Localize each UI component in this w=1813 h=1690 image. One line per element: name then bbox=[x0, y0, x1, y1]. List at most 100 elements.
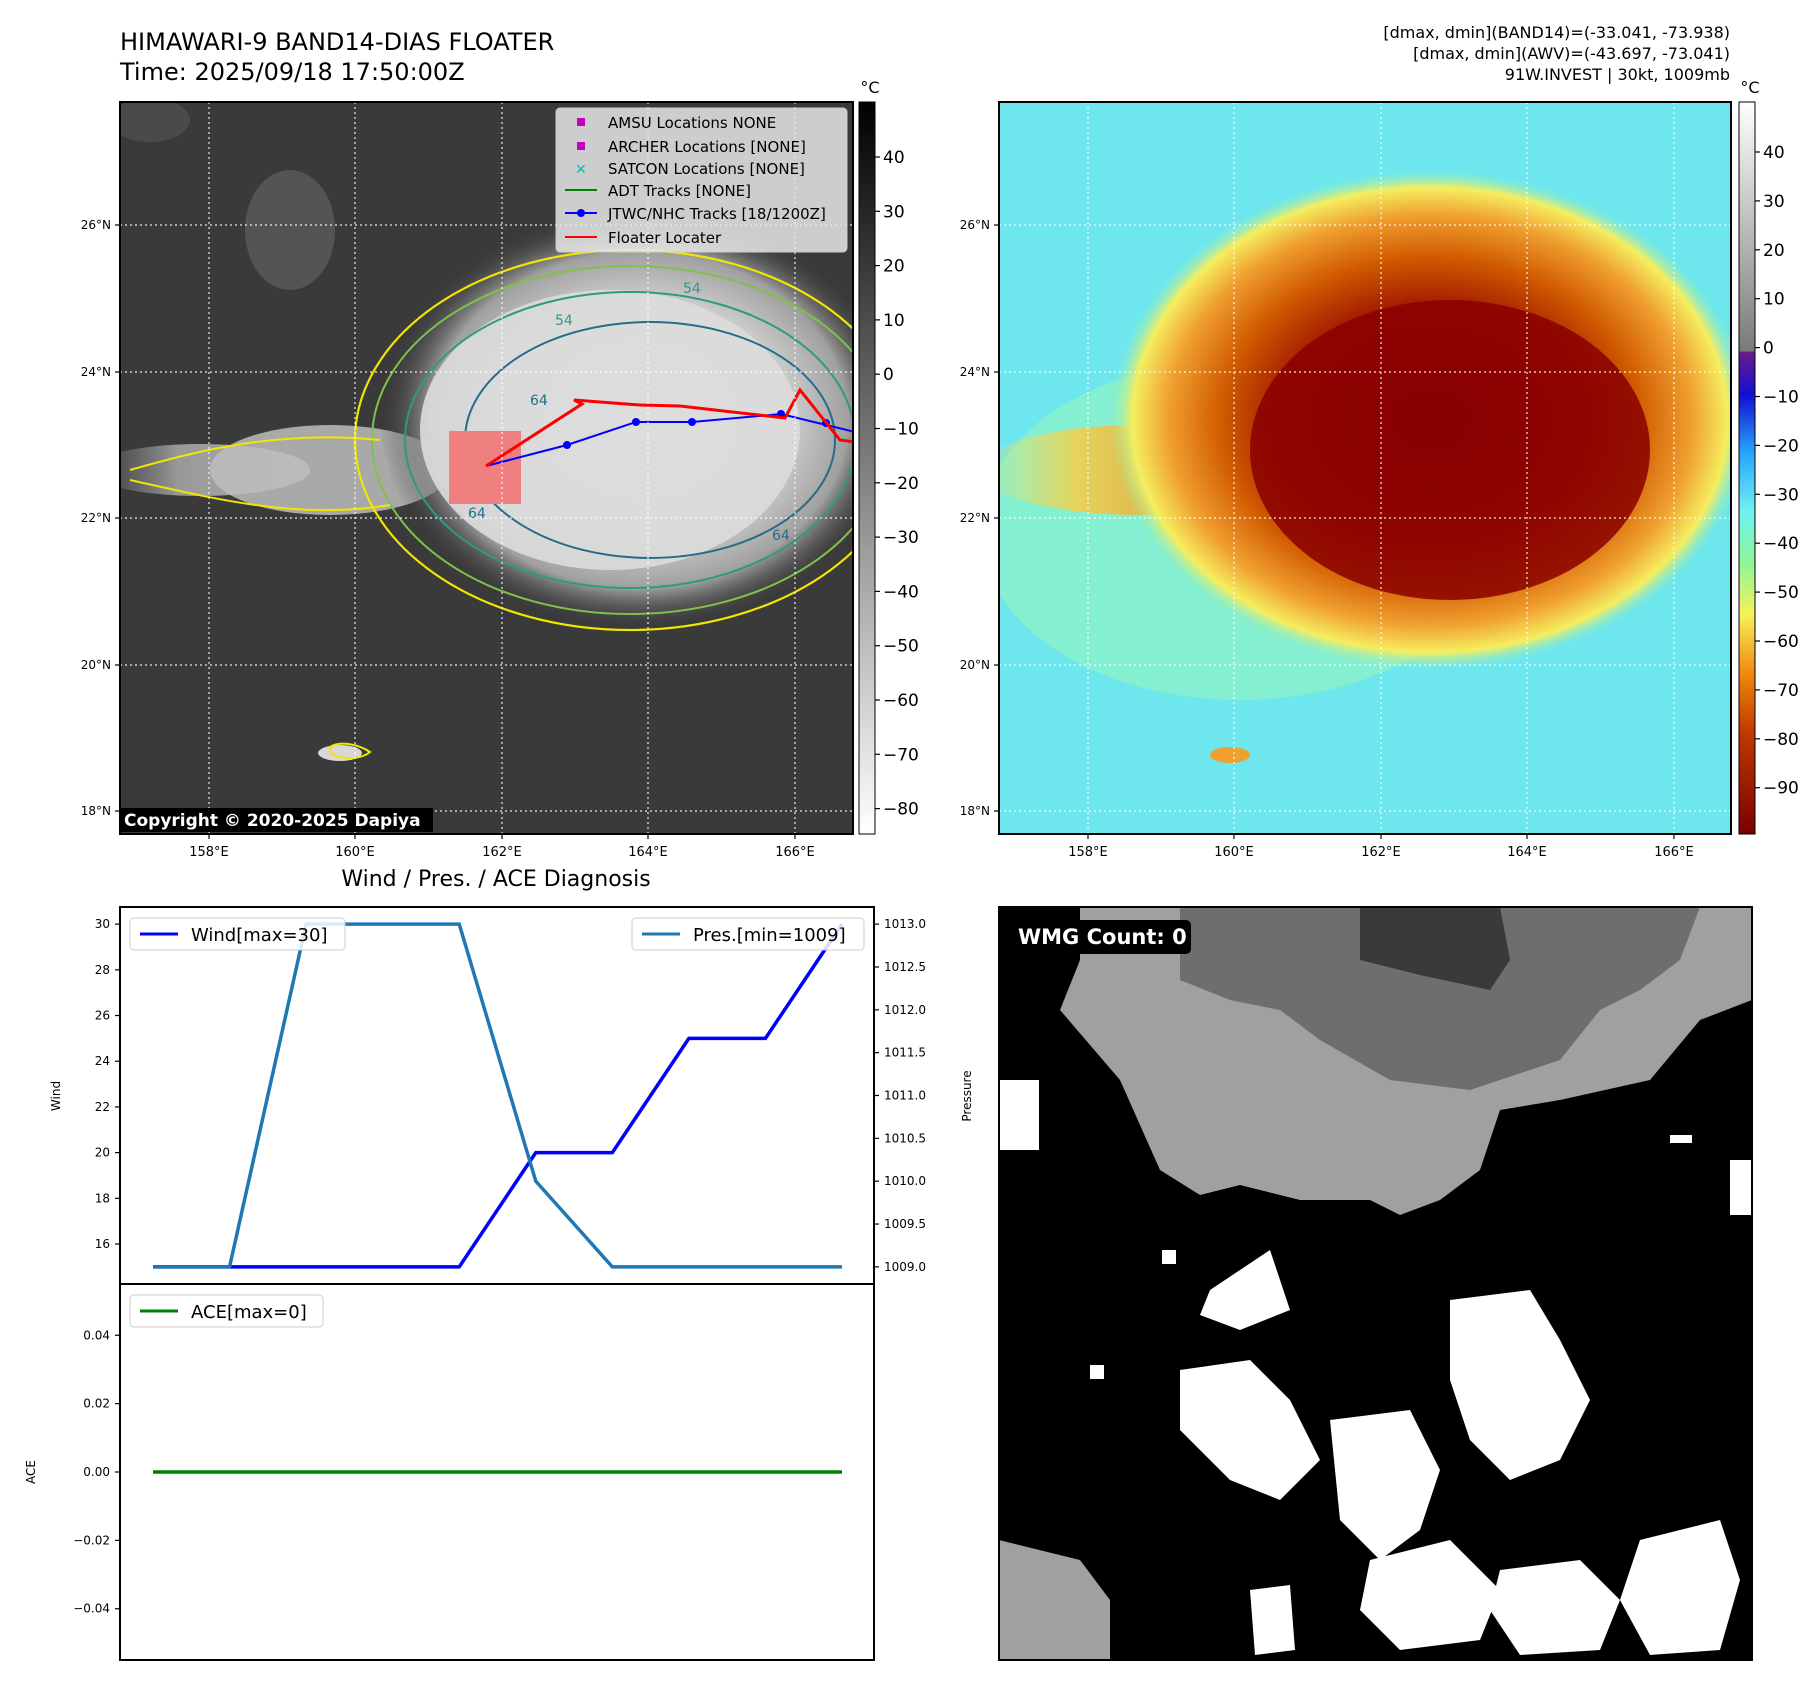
jtwc-track-point bbox=[688, 418, 696, 426]
cbar-color-tick-label: −10 bbox=[1763, 388, 1799, 408]
legend-satcon: SATCON Locations [NONE] bbox=[608, 160, 805, 178]
ace-legend-label: ACE[max=0] bbox=[191, 1302, 307, 1323]
diagnosis-title: Wind / Pres. / ACE Diagnosis bbox=[341, 867, 650, 892]
cbar-gray-tick-label: −80 bbox=[883, 800, 919, 820]
cbar-gray-tick-label: −60 bbox=[883, 691, 919, 711]
cbar-color-tick-label: 10 bbox=[1763, 290, 1785, 310]
wind-axis-label: Wind bbox=[49, 1081, 63, 1111]
wind-series-line bbox=[153, 923, 844, 1269]
cbar-gray-tick-label: 20 bbox=[883, 257, 905, 277]
figure-time: Time: 2025/09/18 17:50:00Z bbox=[119, 58, 465, 86]
wind-legend-label: Wind[max=30] bbox=[191, 925, 328, 946]
wind-tick-label: 18 bbox=[95, 1191, 110, 1205]
pressure-tick-label: 1012.5 bbox=[884, 960, 926, 974]
pressure-legend-label: Pres.[min=1009] bbox=[693, 925, 846, 946]
colorbar-gray: °C 40 30 20 10 0 −10 −20 −30 −40 −50 −60 −70 −80 bbox=[858, 78, 919, 835]
pressure-tick-label: 1010.0 bbox=[884, 1174, 926, 1188]
map-legend: AMSU Locations NONE ARCHER Locations [NO… bbox=[555, 107, 848, 253]
ace-tick-label: −0.04 bbox=[73, 1602, 110, 1616]
colorbar-gray-unit: °C bbox=[860, 78, 879, 97]
wind-tick-label: 16 bbox=[95, 1237, 110, 1251]
ace-tick-label: 0.02 bbox=[83, 1397, 110, 1411]
map2-lat-label: 24°N bbox=[960, 365, 990, 379]
map2-lat-label: 20°N bbox=[960, 658, 990, 672]
cbar-gray-tick-label: −20 bbox=[883, 474, 919, 494]
colorbar-color: °C 40 30 20 10 0 −10 −20 −30 −40 −50 −60 −70 −80 −90 bbox=[1738, 78, 1799, 835]
map1-lat-label: 24°N bbox=[81, 365, 111, 379]
map1-lon-label: 158°E bbox=[189, 845, 229, 860]
cbar-gray-tick-label: 10 bbox=[883, 311, 905, 331]
map2-lat-label: 22°N bbox=[960, 511, 990, 525]
map1-lat-label: 26°N bbox=[81, 218, 111, 232]
map2-lon-label: 158°E bbox=[1068, 845, 1108, 860]
cbar-gray-tick-label: −30 bbox=[883, 528, 919, 548]
cbar-color-tick-label: −80 bbox=[1763, 730, 1799, 750]
figure-title: HIMAWARI-9 BAND14-DIAS FLOATER bbox=[120, 28, 554, 56]
cbar-color-tick-label: −20 bbox=[1763, 436, 1799, 456]
map1-lat-label: 18°N bbox=[81, 804, 111, 818]
map2-lon-label: 160°E bbox=[1214, 845, 1254, 860]
ace-tick-label: 0.00 bbox=[83, 1465, 110, 1479]
ace-tick-label: 0.04 bbox=[83, 1328, 110, 1342]
cbar-color-tick-label: 20 bbox=[1763, 241, 1785, 261]
cbar-gray-tick-label: −40 bbox=[883, 582, 919, 602]
contour-label-54-b: 54 bbox=[555, 313, 573, 329]
ir-color-map: 158°E 160°E 162°E 164°E 166°E 26°N 24°N 22°N 20°… bbox=[960, 101, 1732, 860]
pressure-tick-label: 1011.0 bbox=[884, 1089, 926, 1103]
map2-lat-label: 18°N bbox=[960, 804, 990, 818]
cbar-color-tick-label: −90 bbox=[1763, 779, 1799, 799]
cbar-gray-tick-label: −10 bbox=[883, 420, 919, 440]
pressure-tick-label: 1012.0 bbox=[884, 1003, 926, 1017]
legend-floater: Floater Locater bbox=[608, 229, 722, 247]
stats-band14: [dmax, dmin](BAND14)=(-33.041, -73.938) bbox=[1383, 23, 1730, 42]
map2-lon-label: 164°E bbox=[1507, 845, 1547, 860]
cbar-gray-tick-label: −50 bbox=[883, 637, 919, 657]
legend-archer: ARCHER Locations [NONE] bbox=[608, 138, 806, 156]
pressure-legend: Pres.[min=1009] bbox=[631, 917, 865, 951]
map2-lat-label: 26°N bbox=[960, 218, 990, 232]
wind-pressure-chart: Wind Pressure 16 18 20 22 24 26 28 30 1009.0 1009… bbox=[49, 906, 974, 1285]
cbar-gray-tick-label: 30 bbox=[883, 202, 905, 222]
ace-axis-label: ACE bbox=[24, 1460, 38, 1484]
pressure-tick-label: 1013.0 bbox=[884, 917, 926, 931]
wind-legend: Wind[max=30] bbox=[129, 917, 346, 951]
pressure-axis-label: Pressure bbox=[960, 1070, 974, 1121]
map2-lon-label: 166°E bbox=[1654, 845, 1694, 860]
pressure-tick-label: 1009.5 bbox=[884, 1217, 926, 1231]
cbar-color-tick-label: 0 bbox=[1763, 339, 1774, 359]
contour-label-54-a: 54 bbox=[683, 281, 701, 297]
jtwc-track-point bbox=[632, 418, 640, 426]
wmg-panel: WMG Count: 0 bbox=[998, 906, 1753, 1661]
wind-tick-label: 30 bbox=[95, 917, 110, 931]
cbar-color-tick-label: −40 bbox=[1763, 534, 1799, 554]
cbar-gray-tick-label: −70 bbox=[883, 745, 919, 765]
pressure-tick-label: 1009.0 bbox=[884, 1260, 926, 1274]
stats-awv: [dmax, dmin](AWV)=(-43.697, -73.041) bbox=[1413, 44, 1730, 63]
map2-lon-label: 162°E bbox=[1361, 845, 1401, 860]
cbar-color-tick-label: −70 bbox=[1763, 681, 1799, 701]
wind-tick-label: 26 bbox=[95, 1009, 110, 1023]
legend-amsu: AMSU Locations NONE bbox=[608, 114, 776, 132]
jtwc-track bbox=[485, 412, 853, 467]
cbar-color-tick-label: 30 bbox=[1763, 192, 1785, 212]
jtwc-track-point bbox=[563, 441, 571, 449]
contour-label-64-a: 64 bbox=[530, 393, 548, 409]
legend-jtwc: JTWC/NHC Tracks [18/1200Z] bbox=[607, 205, 826, 223]
cbar-color-tick-label: −30 bbox=[1763, 485, 1799, 505]
wind-tick-label: 20 bbox=[95, 1146, 110, 1160]
map1-lat-label: 20°N bbox=[81, 658, 111, 672]
satcon-x-icon: ✕ bbox=[575, 162, 587, 178]
ir-gray-map: 54 54 64 64 64 Copyright © bbox=[81, 101, 854, 860]
contour-label-64-c: 64 bbox=[772, 528, 790, 544]
cbar-gray-tick-label: 40 bbox=[883, 148, 905, 168]
pressure-tick-label: 1011.5 bbox=[884, 1046, 926, 1060]
copyright-label: Copyright © 2020-2025 Dapiya bbox=[124, 811, 421, 831]
wind-tick-label: 28 bbox=[95, 963, 110, 977]
cbar-color-tick-label: 40 bbox=[1763, 143, 1785, 163]
pressure-tick-label: 1010.5 bbox=[884, 1131, 926, 1145]
legend-adt: ADT Tracks [NONE] bbox=[608, 182, 751, 200]
wind-tick-label: 22 bbox=[95, 1100, 110, 1114]
map1-lat-label: 22°N bbox=[81, 511, 111, 525]
cbar-gray-tick-label: 0 bbox=[883, 365, 894, 385]
